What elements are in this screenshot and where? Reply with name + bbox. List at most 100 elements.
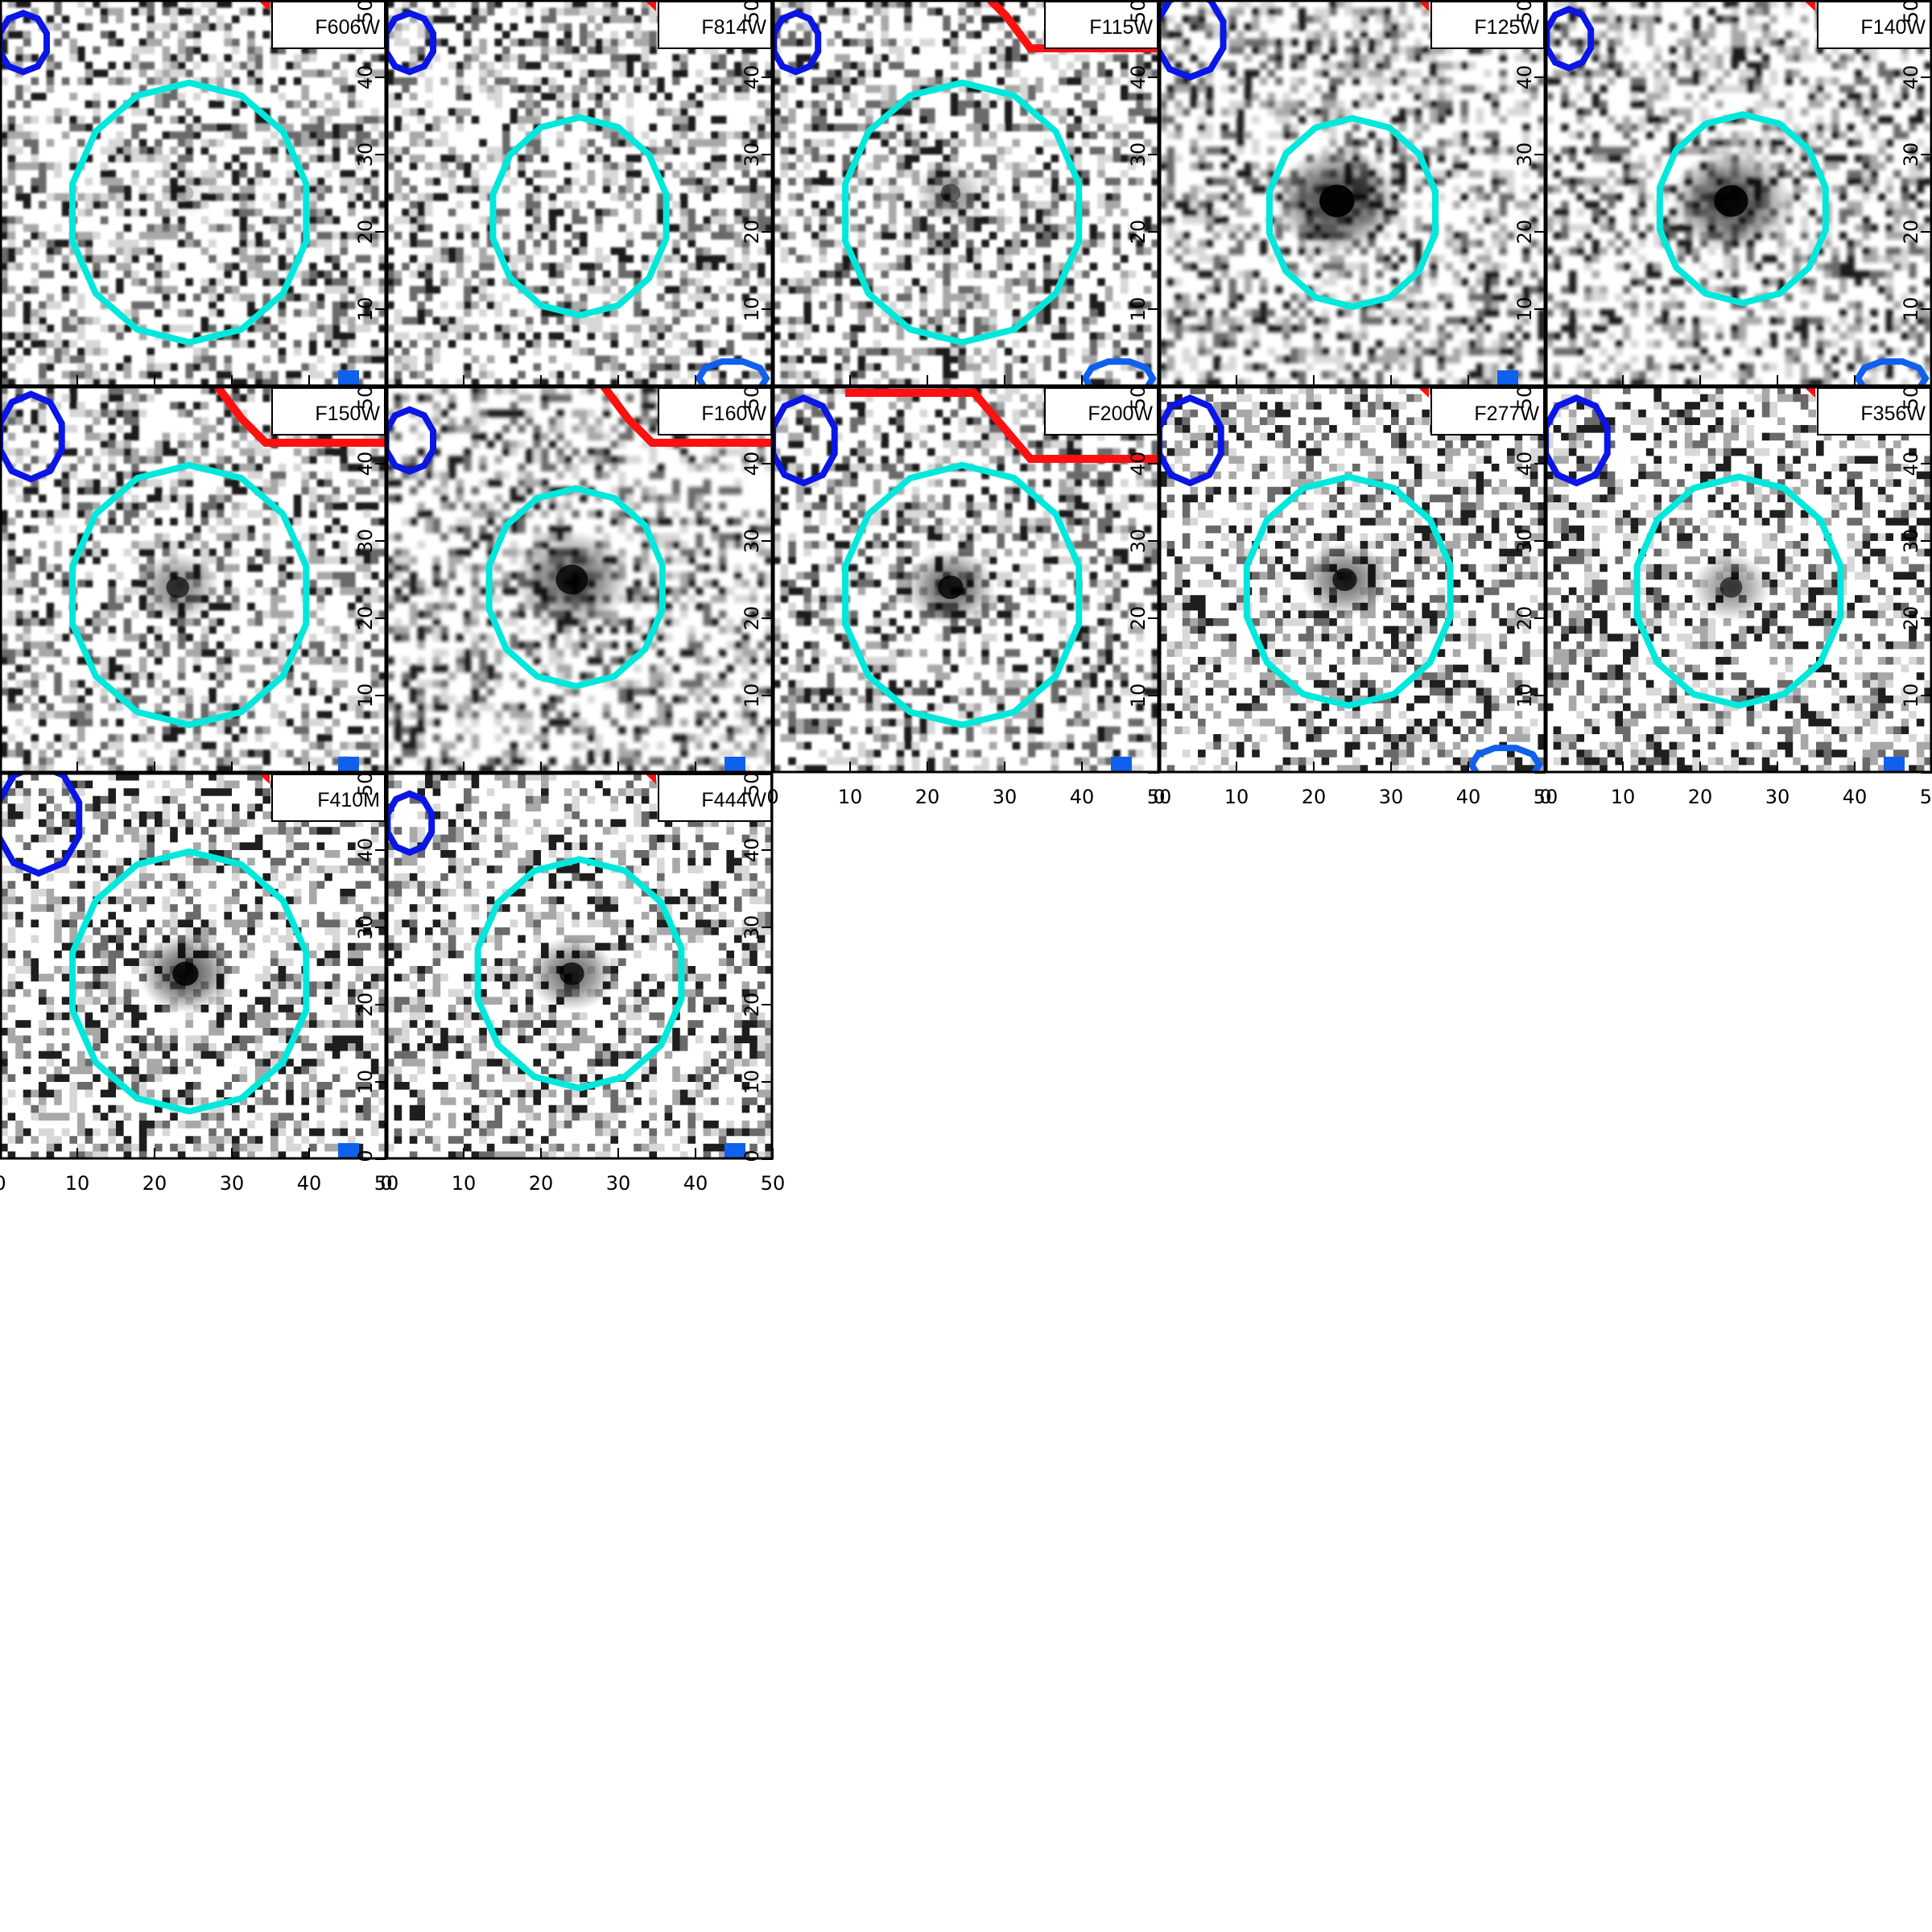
noise-field — [386, 773, 773, 1159]
band-label-box — [271, 774, 386, 822]
aperture-contour — [842, 79, 1083, 346]
y-tick-label: 10 — [354, 1070, 377, 1095]
x-tick-label: 40 — [1843, 786, 1868, 808]
source-blob — [156, 168, 215, 218]
neighbor-contour-red — [214, 386, 386, 447]
marker-square — [338, 370, 359, 386]
neighbor-contour-lightblue — [695, 358, 770, 386]
x-tick-label: 20 — [915, 786, 940, 808]
panel-frame — [386, 0, 774, 387]
y-tick-label: 50 — [1513, 386, 1536, 411]
y-tick-label: 20 — [354, 993, 377, 1018]
y-tick-label: 30 — [354, 529, 377, 554]
band-label: F125W — [1474, 16, 1539, 39]
y-tick-label: 20 — [741, 993, 763, 1018]
cutout-panel-f444w: F444W 0 10 20 30 40 50 — [386, 772, 774, 1162]
cutout-panel-f410m: F410M 0 10 20 30 40 50 — [0, 772, 387, 1162]
band-label: F606W — [315, 16, 380, 39]
band-label: F410M — [317, 789, 380, 811]
y-tick-label: 40 — [1900, 452, 1922, 477]
y-tick-label: 30 — [1127, 529, 1150, 554]
cutout-panel-f356w: F356W 10 20 30 40 50 — [1545, 386, 1932, 774]
band-label: F150W — [315, 402, 380, 425]
neighbor-contour-lightblue — [1468, 745, 1543, 773]
cutout-panel-f160w: F160W 10 20 30 40 50 — [386, 386, 774, 774]
x-tick-label: 10 — [65, 1172, 90, 1195]
y-tick-label: 50 — [354, 0, 377, 23]
y-tick-label: 20 — [1127, 606, 1150, 631]
y-tick-label: 40 — [1513, 65, 1536, 90]
x-tick-label: 40 — [1456, 786, 1481, 808]
x-tick-label: 20 — [529, 1172, 554, 1195]
marker-square — [338, 757, 359, 773]
neighbor-contour-blue — [386, 10, 436, 76]
marker-square — [1111, 757, 1132, 773]
band-label: F814W — [701, 16, 766, 39]
neighbor-contour-red — [258, 773, 270, 784]
y-tick-label: 20 — [741, 606, 763, 631]
x-tick-label: 30 — [220, 1172, 245, 1195]
marker-square — [338, 1143, 359, 1159]
neighbor-contour-red — [1417, 386, 1429, 398]
y-tick-label: 10 — [1127, 683, 1150, 708]
y-tick-label: 20 — [741, 220, 763, 245]
source-blob — [914, 163, 987, 224]
aperture-contour — [1266, 114, 1439, 311]
panel-frame — [1545, 386, 1932, 774]
y-tick-label: 30 — [741, 915, 763, 940]
y-tick-label: 50 — [1900, 0, 1922, 23]
x-tick-label: 0 — [1153, 786, 1165, 808]
band-label: F444W — [701, 789, 766, 811]
cutout-panel-f814w: F814W 10 20 30 40 50 — [386, 0, 774, 387]
panels-layer: F606W1020304050F814W1020304050F115W10203… — [0, 0, 1932, 1162]
y-tick-label: 20 — [1900, 606, 1922, 631]
x-tick-label: 30 — [1379, 786, 1404, 808]
band-label-box — [1817, 1, 1931, 49]
cutout-panel-f277w: F277W 10 20 30 40 50 — [1158, 386, 1546, 774]
aperture-contour — [474, 856, 685, 1092]
x-tick-label: 40 — [1070, 786, 1095, 808]
aperture-contour — [69, 461, 310, 729]
y-tick-label: 40 — [741, 65, 763, 90]
y-tick-label: 40 — [1900, 65, 1922, 90]
y-tick-label: 50 — [354, 386, 377, 411]
y-tick-label: 50 — [741, 772, 763, 797]
y-tick-label: 50 — [1127, 386, 1150, 411]
band-label-box — [658, 1, 772, 49]
neighbor-contour-red — [845, 389, 1159, 463]
band-label: F140W — [1860, 16, 1926, 39]
band-label: F200W — [1088, 402, 1153, 425]
panel-frame — [772, 386, 1160, 774]
cutout-panel-f140w: F140W 10 20 30 40 50 — [1545, 0, 1932, 387]
noise-field — [386, 0, 773, 386]
y-tick-label: 50 — [1127, 0, 1150, 23]
x-tick-label: 20 — [1302, 786, 1327, 808]
panel-frame — [0, 386, 387, 774]
y-tick-label: 20 — [354, 606, 377, 631]
panel-frame — [386, 386, 774, 774]
x-tick-label: 50 — [1534, 786, 1558, 808]
y-tick-label: 50 — [741, 0, 763, 23]
neighbor-contour-blue — [386, 406, 436, 475]
y-tick-label: 20 — [1513, 220, 1536, 245]
neighbor-contour-blue — [0, 10, 50, 76]
y-tick-label: 30 — [1513, 142, 1536, 167]
y-tick-label: 30 — [354, 142, 377, 167]
y-tick-label: 50 — [1900, 386, 1922, 411]
y-tick-label: 50 — [354, 772, 377, 797]
y-tick-label: 10 — [1513, 683, 1536, 708]
x-tick-label: 10 — [452, 1172, 477, 1195]
x-tick-label: 40 — [297, 1172, 322, 1195]
aperture-contour — [1633, 473, 1844, 709]
cutout-panel-f115w: F115W 10 20 30 40 50 — [772, 0, 1160, 387]
panel-frame — [772, 0, 1160, 387]
x-tick-label: 50 — [374, 1172, 399, 1195]
neighbor-contour-red — [644, 0, 656, 11]
aperture-contour — [1243, 473, 1454, 709]
y-tick-label: 50 — [1513, 0, 1536, 23]
aperture-contour — [69, 79, 310, 346]
y-tick-label: 30 — [741, 529, 763, 554]
panel-frame — [1158, 0, 1546, 387]
x-tick-label: 50 — [1147, 786, 1172, 808]
aperture-contour — [842, 461, 1083, 729]
